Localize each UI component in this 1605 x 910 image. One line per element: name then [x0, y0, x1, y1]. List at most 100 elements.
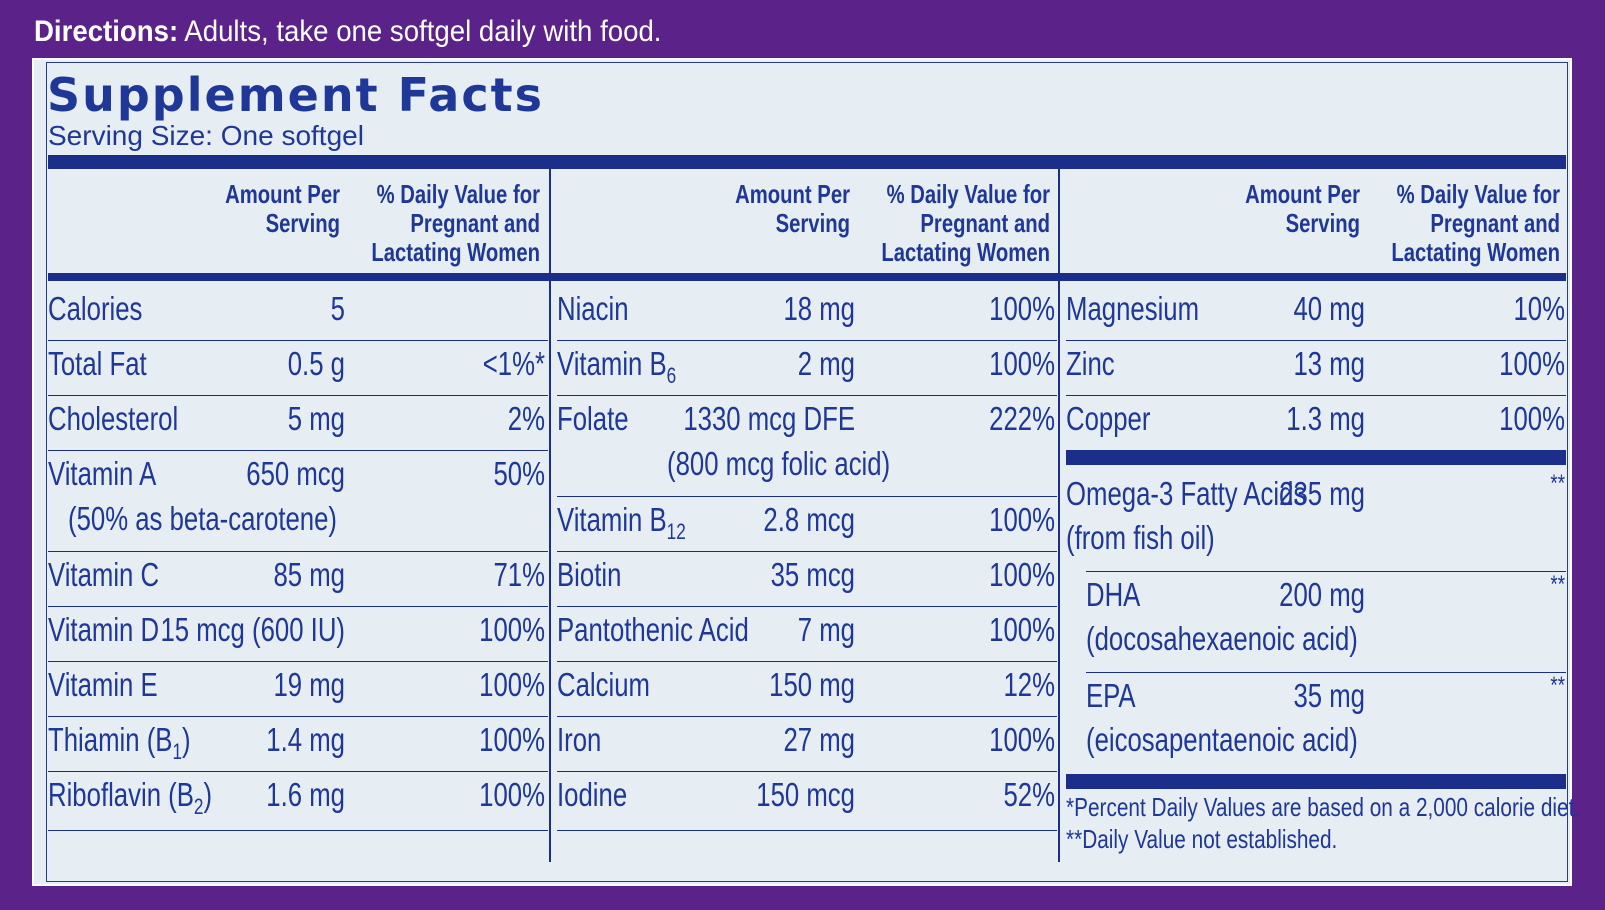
dv-header-line: Lactating Women — [881, 237, 1050, 267]
dv-header-line: % Daily Value for — [1396, 179, 1560, 209]
nutrient-name-text: Iron — [557, 721, 602, 758]
nutrient-amount: 18 mg — [783, 290, 855, 327]
row-divider — [557, 395, 1057, 396]
nutrient-note: (docosahexaenoic acid) — [1086, 620, 1358, 657]
nutrient-note: (eicosapentaenoic acid) — [1086, 721, 1358, 758]
column-divider-2 — [1058, 169, 1060, 862]
nutrient-amount: 13 mg — [1293, 345, 1365, 382]
amount-header-line: Amount Per — [225, 179, 340, 209]
nutrient-name: Cholesterol — [48, 399, 178, 439]
nutrient-note: (800 mcg folic acid) — [667, 445, 891, 482]
nutrient-name: Biotin — [557, 555, 621, 595]
dv-header-line: Lactating Women — [1391, 237, 1560, 267]
dv-header-2: % Daily Value for Pregnant and Lactating… — [878, 180, 1050, 267]
nutrient-subscript: 2 — [193, 794, 204, 819]
amount-header-1: Amount Per Serving — [215, 180, 340, 238]
amount-header-line: Amount Per — [1245, 179, 1360, 209]
dv-header-line: Lactating Women — [371, 237, 540, 267]
amount-header-line: Serving — [775, 208, 850, 238]
nutrient-name: Vitamin D — [48, 610, 159, 650]
nutrient-name: Folate — [557, 399, 629, 439]
nutrient-dv: 12% — [1003, 666, 1055, 703]
nutrient-dv: 100% — [479, 721, 545, 758]
nutrient-name-text: Vitamin B — [557, 345, 667, 382]
nutrient-amount: 200 mg — [1279, 576, 1365, 613]
nutrient-dv: 52% — [1003, 776, 1055, 813]
nutrient-name-text: Vitamin B — [557, 501, 667, 538]
amount-header-line: Serving — [1285, 208, 1360, 238]
nutrient-name: Niacin — [557, 289, 629, 329]
column-divider-1 — [549, 169, 551, 862]
nutrient-name: Pantothenic Acid — [557, 610, 749, 650]
dv-header-line: Pregnant and — [410, 208, 540, 238]
dv-header-1: % Daily Value for Pregnant and Lactating… — [368, 180, 540, 267]
nutrient-dv: 50% — [493, 455, 545, 492]
nutrient-dv: 71% — [493, 556, 545, 593]
nutrient-name: Thiamin (B1) — [48, 720, 191, 772]
nutrient-dv: 100% — [1499, 400, 1565, 437]
amount-header-line: Serving — [265, 208, 340, 238]
row-divider — [1066, 395, 1566, 396]
nutrient-amount: 235 mg — [1279, 475, 1365, 512]
nutrient-dv: 222% — [989, 400, 1055, 437]
nutrient-dv: 10% — [1513, 290, 1565, 327]
nutrient-dv: <1%* — [482, 345, 545, 382]
nutrient-name: Iodine — [557, 775, 627, 815]
nutrient-name-text: Magnesium — [1066, 290, 1200, 327]
directions-body: Adults, take one softgel daily with food… — [178, 15, 662, 48]
row-divider — [557, 551, 1057, 552]
directions-text: Directions: Adults, take one softgel dai… — [34, 14, 661, 50]
serving-size: Serving Size: One softgel — [48, 120, 364, 151]
nutrient-name-text: EPA — [1086, 677, 1136, 714]
nutrient-amount: 2 mg — [797, 345, 855, 382]
nutrient-name: Vitamin B6 — [557, 344, 676, 396]
nutrient-dv: 100% — [989, 721, 1055, 758]
nutrient-name-text: Thiamin (B — [48, 721, 173, 758]
nutrient-name-text: Cholesterol — [48, 400, 179, 437]
nutrient-amount: 150 mg — [769, 666, 855, 703]
nutrient-name-end: ) — [182, 721, 191, 758]
nutrient-name-text: Calcium — [557, 666, 650, 703]
row-divider — [557, 606, 1057, 607]
nutrient-amount: 27 mg — [783, 721, 855, 758]
nutrient-subscript: 6 — [666, 363, 677, 388]
nutrient-name: Riboflavin (B2) — [48, 775, 212, 827]
footnote-not-established: **Daily Value not established. — [1066, 824, 1338, 854]
row-divider — [557, 340, 1057, 341]
nutrient-name: Vitamin C — [48, 555, 159, 595]
nutrient-amount: 150 mcg — [756, 776, 855, 813]
row-divider — [48, 450, 548, 451]
nutrient-name: Vitamin B12 — [557, 500, 686, 552]
nutrient-name: Calories — [48, 289, 142, 329]
row-divider — [48, 395, 548, 396]
nutrient-amount: 1.4 mg — [266, 721, 345, 758]
nutrient-amount: 1.6 mg — [266, 776, 345, 813]
nutrient-dv: 100% — [1499, 345, 1565, 382]
row-divider — [48, 716, 548, 717]
dv-header-line: % Daily Value for — [886, 179, 1050, 209]
nutrient-dv: 100% — [479, 611, 545, 648]
nutrient-name: Copper — [1066, 399, 1150, 439]
nutrient-name-text: Calories — [48, 290, 143, 327]
nutrient-name-text: Pantothenic Acid — [557, 611, 749, 648]
nutrient-subscript: 1 — [172, 739, 183, 764]
nutrient-name: Vitamin A — [48, 454, 156, 494]
nutrient-name: Magnesium — [1066, 289, 1199, 329]
nutrient-dv: ** — [1550, 470, 1565, 497]
nutrient-dv: 2% — [507, 400, 545, 437]
nutrient-name: DHA — [1086, 575, 1140, 615]
nutrient-amount: 35 mcg — [770, 556, 855, 593]
row-divider — [557, 716, 1057, 717]
nutrient-name-text: Riboflavin (B — [48, 776, 194, 813]
row-divider — [557, 661, 1057, 662]
row-divider — [48, 830, 548, 831]
header-thick-bar — [48, 273, 1566, 281]
omega-thick-bar — [1066, 774, 1566, 789]
nutrient-amount: 40 mg — [1293, 290, 1365, 327]
nutrient-note: (from fish oil) — [1066, 519, 1215, 556]
supplement-facts-border — [46, 62, 1568, 882]
row-divider — [1086, 571, 1566, 572]
nutrient-name-text: Vitamin A — [48, 455, 157, 492]
nutrient-name-text: Total Fat — [48, 345, 147, 382]
nutrient-name: Omega-3 Fatty Acids — [1066, 474, 1306, 514]
